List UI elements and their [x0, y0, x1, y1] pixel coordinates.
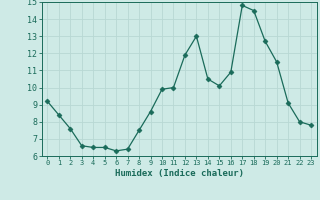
X-axis label: Humidex (Indice chaleur): Humidex (Indice chaleur): [115, 169, 244, 178]
